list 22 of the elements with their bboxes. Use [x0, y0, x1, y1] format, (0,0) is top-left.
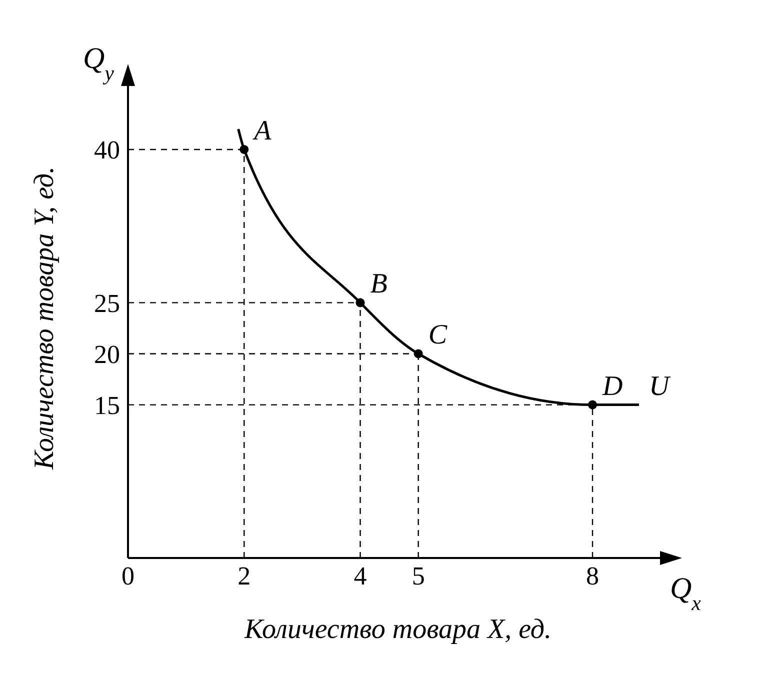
- y-tick-label: 20: [94, 340, 120, 369]
- annotation: D: [602, 370, 623, 402]
- y-tick-label: 40: [94, 136, 120, 165]
- x-tick-label: 2: [238, 561, 251, 590]
- y-axis-title: Количество товара Y, ед.: [28, 166, 60, 470]
- annotation: C: [428, 320, 448, 351]
- annotation: B: [370, 268, 388, 300]
- x-axis-title: Количество товара X, ед.: [243, 614, 552, 645]
- annotation: A: [252, 115, 272, 146]
- point: [588, 400, 598, 410]
- y-tick-label: 15: [94, 391, 120, 420]
- x-tick-label: 4: [354, 561, 367, 590]
- annotation: U: [648, 370, 671, 402]
- x-tick-label: 8: [586, 561, 600, 590]
- x-tick-label: 0: [122, 561, 134, 590]
- point: [356, 298, 365, 308]
- point: [414, 349, 423, 358]
- y-tick-label: 25: [94, 288, 120, 318]
- x-tick-label: 5: [412, 561, 425, 590]
- text: Q$_{x}$: [670, 572, 702, 615]
- point: [240, 144, 249, 154]
- text: Q$_{y}$: [83, 42, 115, 85]
